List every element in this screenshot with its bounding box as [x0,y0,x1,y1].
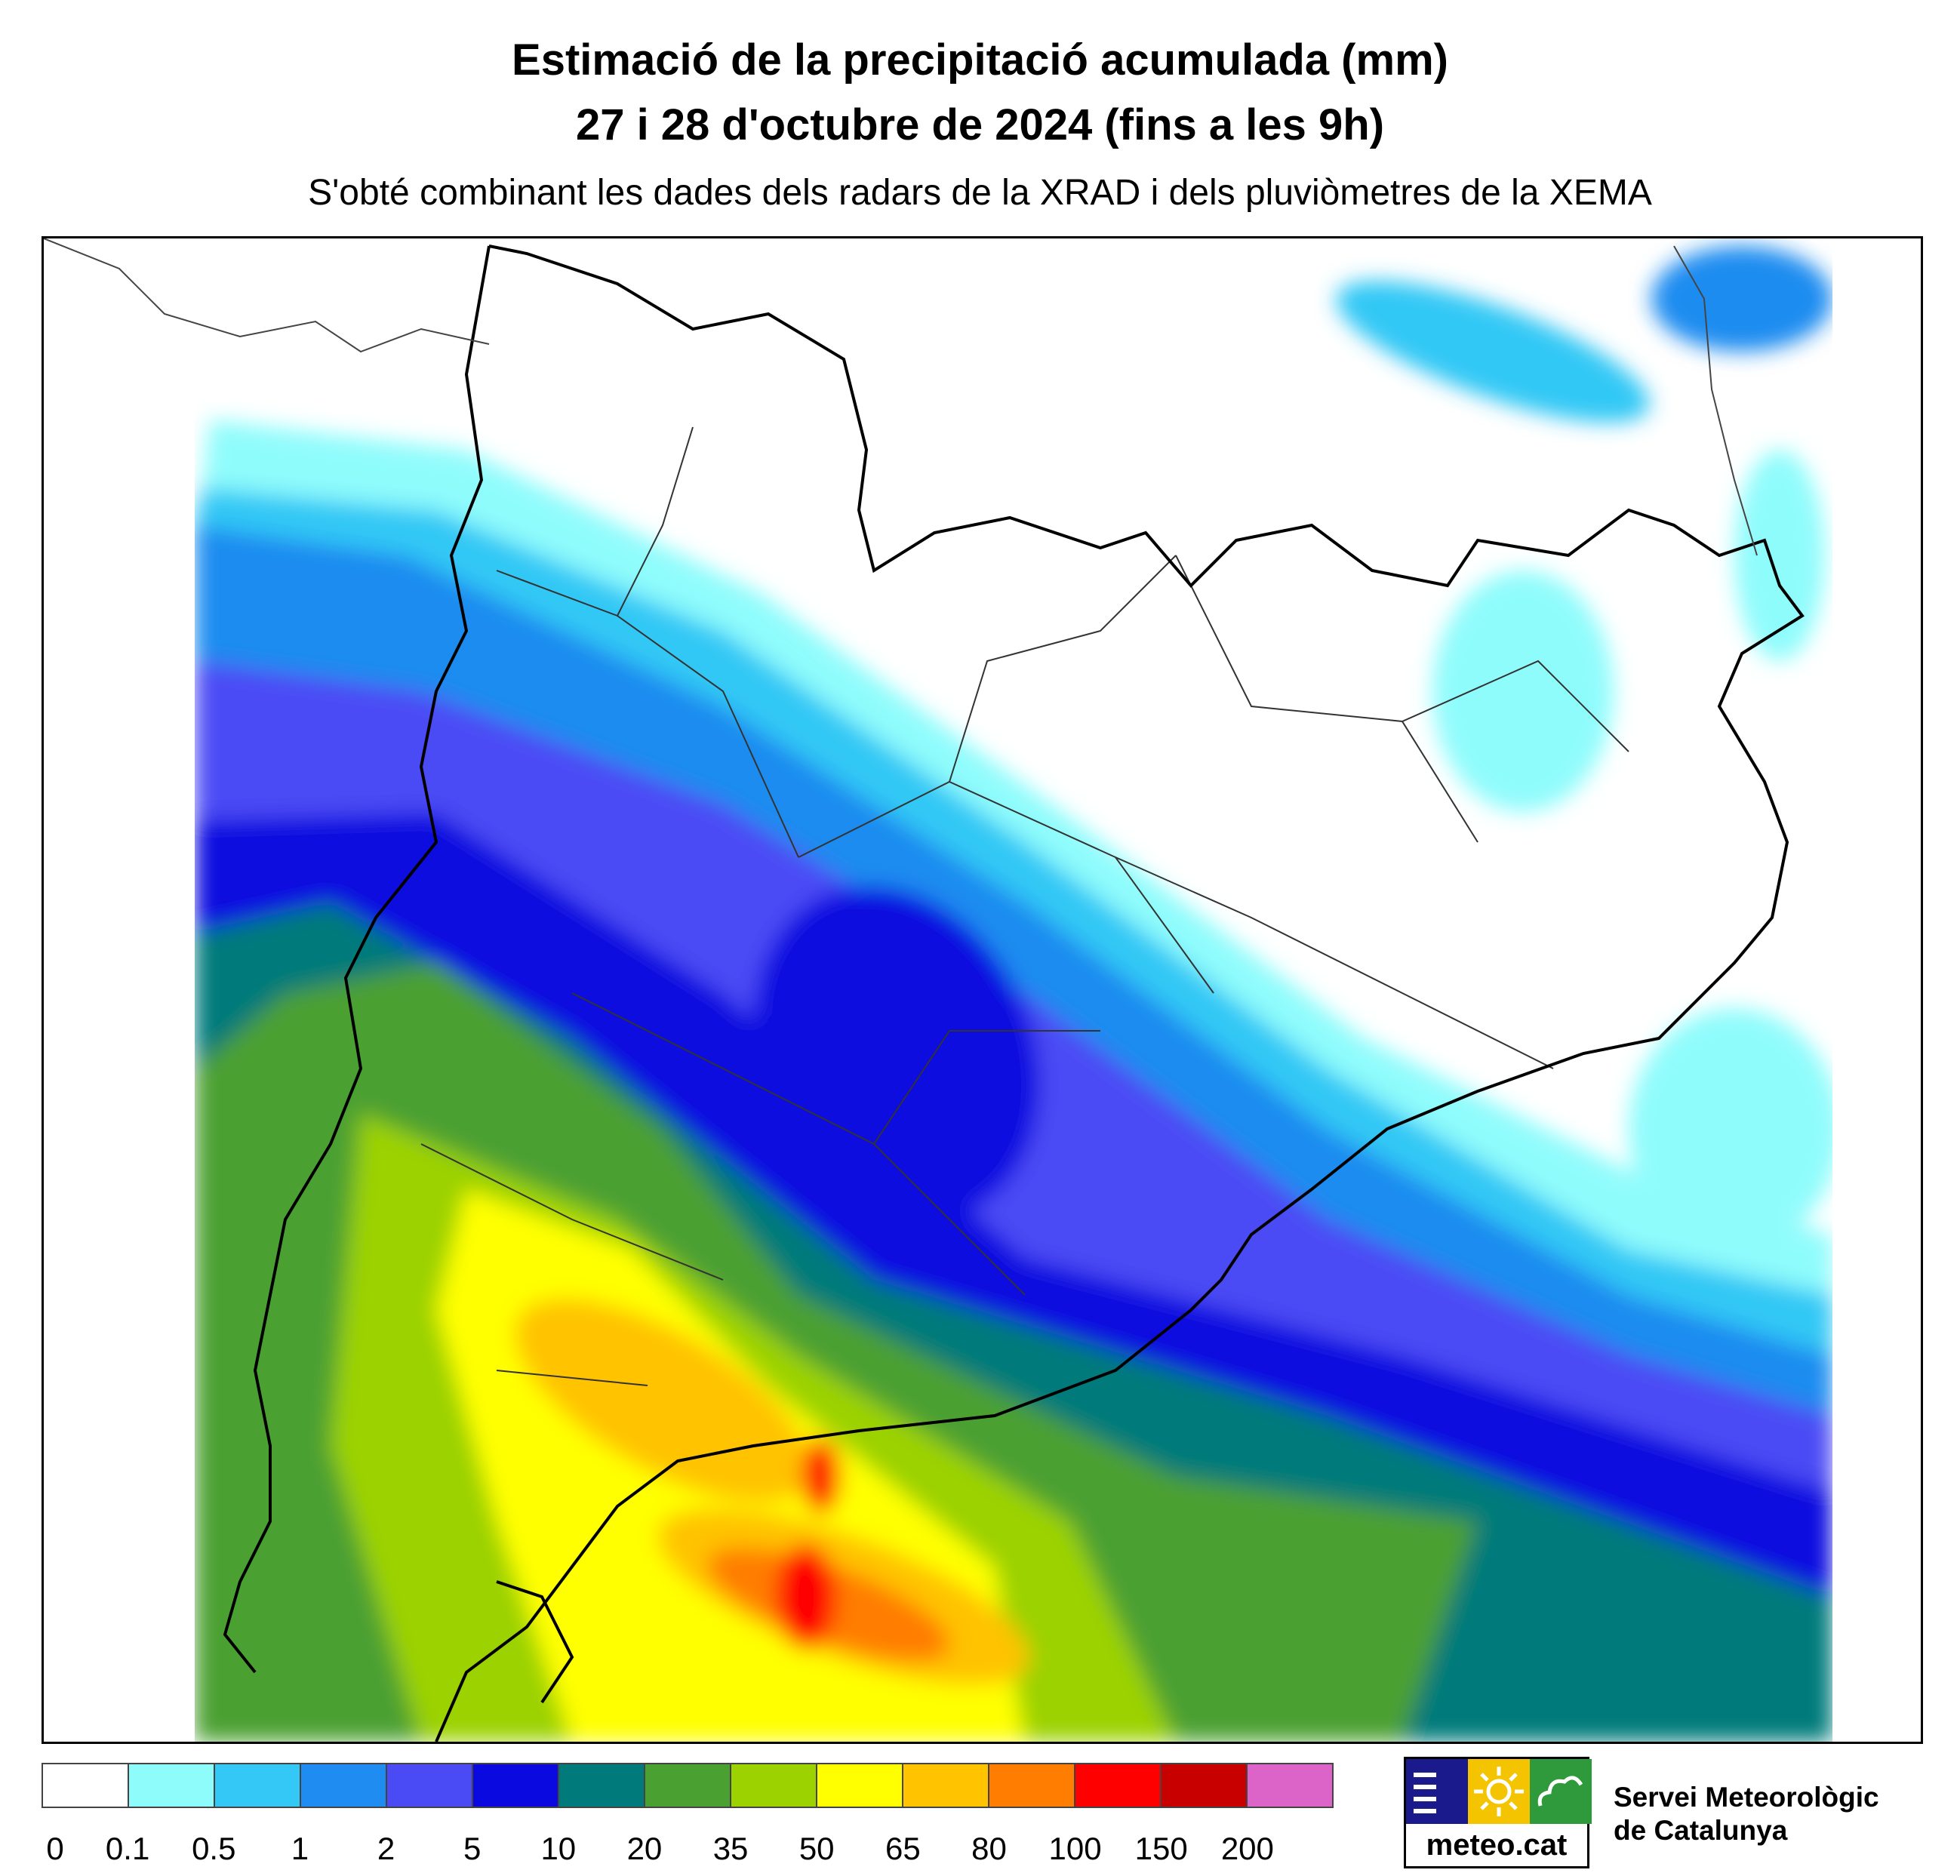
legend-tick-1: 0.1 [105,1831,150,1866]
legend-swatch-14 [1248,1764,1332,1807]
cloud-icon [1530,1759,1592,1824]
ne-sea-patch-b [1651,246,1832,352]
ne-sea-patch-c [1734,450,1825,661]
legend-swatch-7 [645,1764,731,1807]
legend-tick-0: 0 [46,1831,64,1866]
organization-name: Servei Meteorològic de Catalunya [1614,1781,1879,1847]
precipitation-map-canvas [44,238,1832,1742]
legend-swatch-8 [731,1764,817,1807]
legend-swatch-5 [473,1764,559,1807]
org-line-1: Servei Meteorològic [1614,1782,1879,1813]
legend-tick-13: 150 [1134,1831,1188,1866]
map-title: Estimació de la precipitació acumulada (… [512,35,1448,85]
map-date-range: 27 i 28 d'octubre de 2024 (fins a les 9h… [575,100,1385,149]
legend-swatch-0 [43,1764,129,1807]
band-100mm-a [776,1544,836,1650]
band-0.5mm [195,487,1832,1355]
legend-swatch-10 [903,1764,989,1807]
menu-lines-icon [1406,1759,1468,1824]
legend-swatch-1 [129,1764,215,1807]
legend-tick-5: 5 [463,1831,482,1866]
legend-ticks: 0 0.1 0.5 1 2 5 10 20 35 50 65 80 100 150 200 [42,1831,1334,1876]
legend-tick-6: 10 [540,1831,577,1866]
legend-tick-11: 80 [971,1831,1007,1866]
legend-swatch-13 [1162,1764,1248,1807]
sun-icon [1468,1759,1530,1824]
legend-swatch-11 [989,1764,1075,1807]
catalonia-border [223,244,1805,1742]
legend-swatch-6 [559,1764,645,1807]
legend-tick-7: 20 [626,1831,663,1866]
ne-sea-patch-a [1336,280,1650,423]
legend-tick-4: 2 [377,1831,395,1866]
map-subtitle: S'obté combinant les dades dels radars d… [308,173,1652,213]
legend-swatch-2 [215,1764,301,1807]
external-boundaries [44,238,1758,556]
band-65mm-a [515,1299,811,1502]
legend-tick-14: 200 [1220,1831,1274,1866]
legend-swatch-4 [387,1764,473,1807]
e-sea-patch [1629,1008,1832,1250]
band-0.1mm [202,420,1832,1295]
legend-tick-8: 35 [712,1831,749,1866]
legend-tick-12: 100 [1048,1831,1102,1866]
legend-tick-3: 1 [291,1831,309,1866]
brand-text: meteo.cat [1426,1828,1568,1862]
comarca-boundaries [420,426,1629,1386]
band-100mm-b [802,1438,840,1514]
precipitation-map [42,236,1923,1744]
legend-swatch-9 [817,1764,903,1807]
core-5mm [753,886,1040,1221]
legend-swatch-3 [301,1764,387,1807]
legend-tick-2: 0.5 [192,1831,236,1866]
band-1mm [195,525,1832,1416]
org-line-2: de Catalunya [1614,1815,1788,1846]
precipitation-field [195,246,1832,1742]
ne-sea-patch-d [1432,570,1614,812]
color-legend [42,1763,1334,1808]
legend-tick-10: 65 [885,1831,921,1866]
legend-swatch-12 [1075,1764,1162,1807]
band-5mm [195,812,1832,1597]
legend-tick-9: 50 [798,1831,835,1866]
meteocat-logo: meteo.cat [1404,1757,1592,1868]
